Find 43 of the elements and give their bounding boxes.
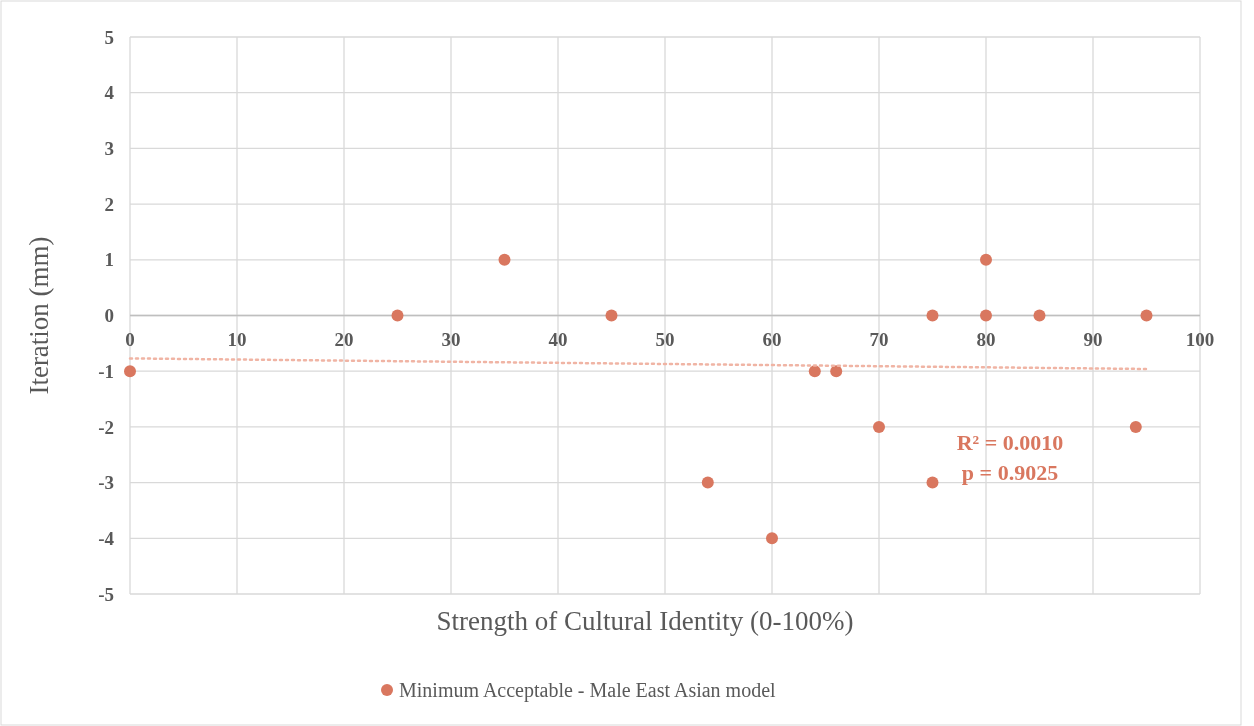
point: [873, 420, 885, 433]
point: [605, 309, 618, 322]
point: [1129, 420, 1142, 433]
x-tick-label: 50: [655, 328, 675, 350]
point: [830, 365, 843, 378]
y-tick-label: 1: [104, 249, 114, 271]
x-tick-label: 40: [548, 328, 568, 350]
y-tick-label: -1: [98, 360, 114, 382]
annotation: R² = 0.0010: [956, 430, 1064, 455]
y-axis-title: Iteration (mm): [24, 236, 54, 395]
point: [926, 476, 939, 489]
point: [1140, 309, 1153, 322]
y-tick-label: 2: [104, 193, 114, 215]
point: [1033, 309, 1046, 322]
legend-label: Minimum Acceptable - Male East Asian model: [399, 679, 777, 702]
y-tick-label: 3: [104, 138, 114, 160]
x-tick-label: 60: [762, 328, 782, 350]
x-axis-title: Strength of Cultural Identity (0-100%): [436, 606, 854, 636]
y-tick-label: -5: [98, 583, 114, 605]
point: [926, 309, 939, 322]
x-tick-label: 90: [1083, 328, 1103, 350]
y-tick-label: -3: [98, 472, 114, 494]
y-tick-label: -4: [98, 527, 115, 549]
point: [808, 365, 821, 378]
y-tick-label: 0: [104, 305, 114, 327]
x-tick-label: 10: [227, 328, 247, 350]
annotation: p = 0.9025: [961, 460, 1059, 485]
x-tick-label: 80: [976, 328, 996, 350]
y-tick-label: 4: [104, 82, 115, 104]
x-tick-label: 100: [1185, 328, 1215, 350]
point: [391, 309, 404, 322]
point: [498, 253, 511, 266]
x-tick-label: 70: [869, 328, 889, 350]
point: [980, 253, 992, 266]
x-tick-label: 20: [334, 328, 354, 350]
y-tick-label: -2: [98, 416, 114, 438]
point: [124, 365, 136, 378]
y-tick-label: 5: [104, 26, 114, 48]
point: [701, 476, 714, 489]
point: [766, 532, 778, 545]
point: [980, 309, 992, 322]
x-tick-label: 0: [125, 328, 135, 350]
x-tick-label: 30: [441, 328, 461, 350]
